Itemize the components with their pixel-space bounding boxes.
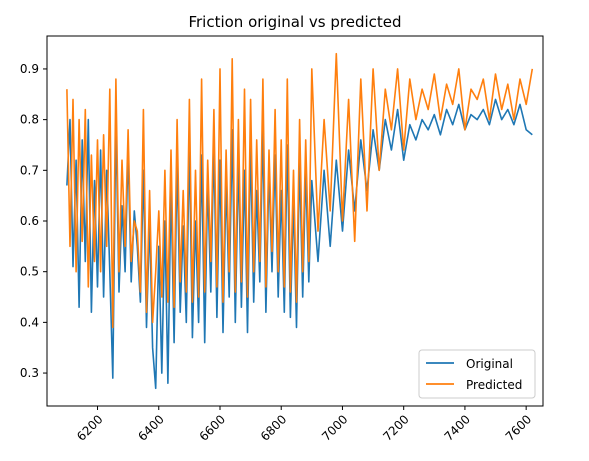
- y-tick-label: 0.7: [20, 163, 39, 177]
- legend-label-original: Original: [466, 357, 513, 371]
- y-tick-label: 0.4: [20, 315, 39, 329]
- series-layer: [66, 52, 534, 390]
- y-tick-label: 0.6: [20, 214, 39, 228]
- chart-title: Friction original vs predicted: [188, 13, 401, 31]
- y-tick-label: 0.8: [20, 113, 39, 127]
- y-tick-label: 0.3: [20, 366, 39, 380]
- legend-label-predicted: Predicted: [466, 378, 522, 392]
- y-tick-label: 0.9: [20, 62, 39, 76]
- plot-area: 6200 6400 6600 6800 7000 7200 7400 7600 0.30.40…: [20, 35, 544, 444]
- y-axis: 0.3 0.4 0.5 0.6 0.7 0.8 0.9: [20, 62, 47, 380]
- series-line-predicted: [66, 52, 534, 329]
- y-tick-label: 0.5: [20, 265, 39, 279]
- legend-box: [418, 349, 536, 399]
- legend: Original Predicted: [418, 349, 536, 399]
